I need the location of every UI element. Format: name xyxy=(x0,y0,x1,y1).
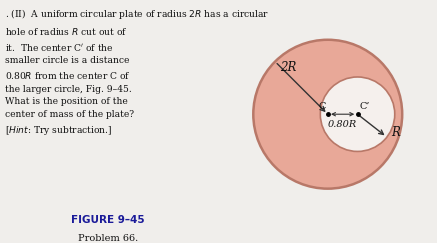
Text: 0.80R: 0.80R xyxy=(328,120,357,129)
Text: 2R: 2R xyxy=(281,61,297,74)
Text: R: R xyxy=(391,126,400,139)
Text: Problem 66.: Problem 66. xyxy=(78,234,138,243)
Text: C’: C’ xyxy=(359,102,369,111)
Text: . (II)  A uniform circular plate of radius $2R$ has a circular
hole of radius $R: . (II) A uniform circular plate of radiu… xyxy=(5,7,269,137)
Circle shape xyxy=(253,40,402,189)
Circle shape xyxy=(320,77,395,151)
Text: C: C xyxy=(319,102,326,111)
Text: FIGURE 9–45: FIGURE 9–45 xyxy=(71,215,145,225)
